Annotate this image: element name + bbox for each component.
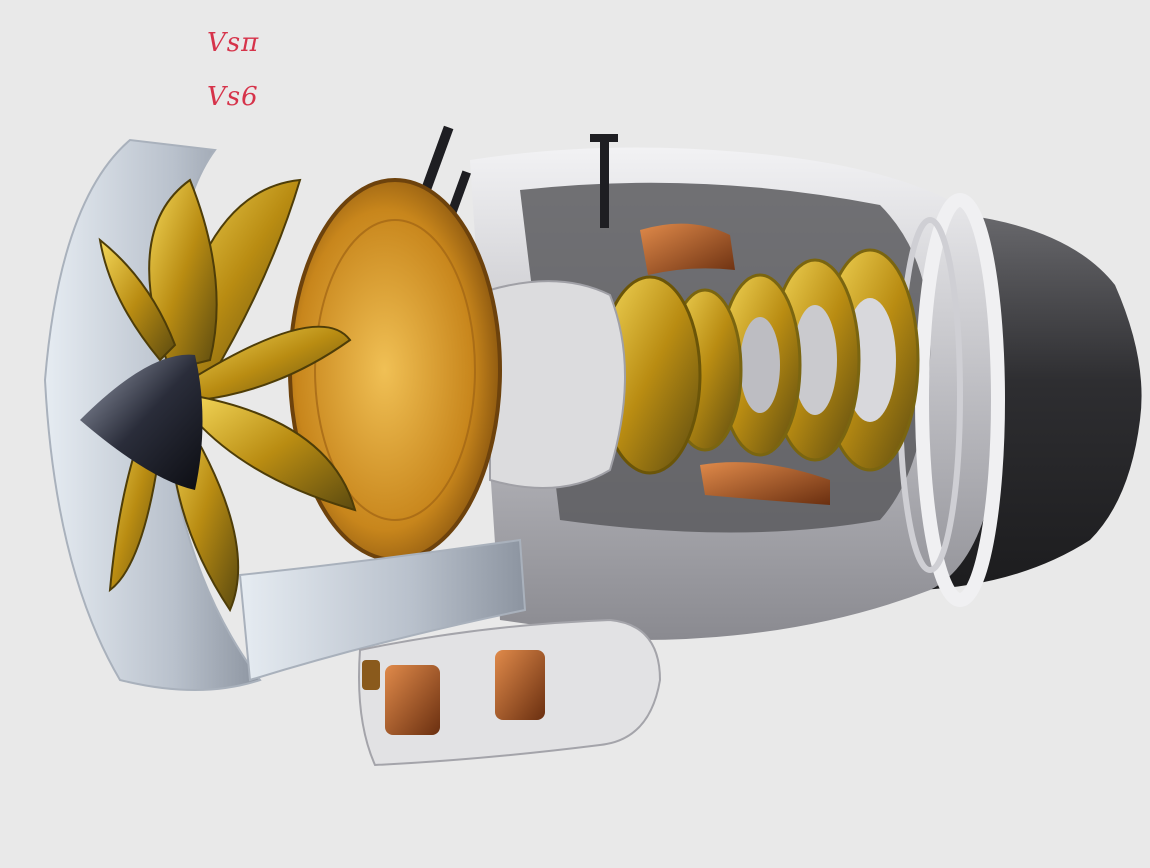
gearbox-port-2 — [495, 650, 545, 720]
gearbox-port-3 — [362, 660, 380, 690]
nose-cone — [80, 354, 203, 490]
fan-blades — [98, 178, 357, 613]
handwritten-annotation-vs-6: Vs6 — [207, 82, 259, 112]
combustion-chamber — [640, 223, 735, 275]
shaft-housing — [489, 280, 626, 489]
combustion-chamber-lower — [700, 462, 830, 505]
gearbox-port-1 — [385, 665, 440, 735]
lower-cowl — [238, 538, 527, 682]
handwritten-annotation-vs-pi: Vsπ — [207, 28, 260, 58]
rear-casing-ring — [915, 193, 1005, 607]
fan-disc — [288, 178, 502, 562]
